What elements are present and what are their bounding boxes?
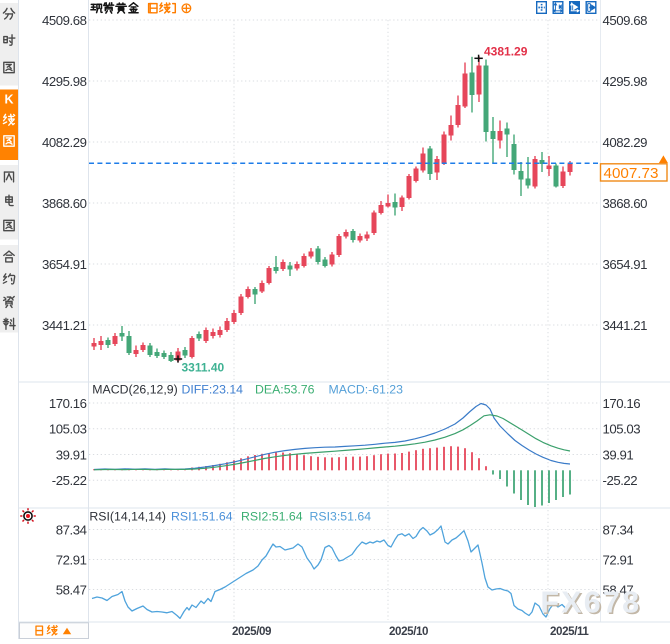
svg-text:2025/11: 2025/11 xyxy=(550,625,589,638)
svg-text:4295.98: 4295.98 xyxy=(42,74,87,89)
svg-text:39.91: 39.91 xyxy=(56,447,87,462)
svg-text:4509.68: 4509.68 xyxy=(603,13,648,28)
svg-text:DIFF:23.14: DIFF:23.14 xyxy=(182,383,244,397)
svg-text:4381.29: 4381.29 xyxy=(484,44,528,58)
svg-text:RSI1:51.64: RSI1:51.64 xyxy=(171,510,233,524)
svg-text:K: K xyxy=(4,93,13,107)
svg-text:3654.91: 3654.91 xyxy=(603,257,648,272)
svg-text:170.16: 170.16 xyxy=(603,396,641,411)
svg-text:2025/09: 2025/09 xyxy=(232,625,272,638)
svg-text:MACD:-61.23: MACD:-61.23 xyxy=(329,383,404,397)
svg-text:3868.60: 3868.60 xyxy=(603,196,648,211)
svg-text:DEA:53.76: DEA:53.76 xyxy=(255,383,315,397)
svg-text:58.47: 58.47 xyxy=(603,582,634,597)
svg-text:4295.98: 4295.98 xyxy=(603,74,648,89)
svg-text:FX678: FX678 xyxy=(540,585,641,619)
svg-text:58.47: 58.47 xyxy=(56,582,87,597)
svg-text:3441.21: 3441.21 xyxy=(603,318,648,333)
svg-text:105.03: 105.03 xyxy=(49,422,87,437)
svg-text:RSI3:51.64: RSI3:51.64 xyxy=(310,510,372,524)
svg-text:87.34: 87.34 xyxy=(56,522,87,537)
svg-text:RSI2:51.64: RSI2:51.64 xyxy=(241,510,303,524)
svg-text:MACD(26,12,9): MACD(26,12,9) xyxy=(92,383,177,397)
svg-text:72.91: 72.91 xyxy=(56,552,87,567)
svg-text:RSI(14,14,14): RSI(14,14,14) xyxy=(89,510,166,524)
svg-text:4082.29: 4082.29 xyxy=(603,135,648,150)
svg-text:3654.91: 3654.91 xyxy=(42,257,87,272)
svg-text:4082.29: 4082.29 xyxy=(42,135,87,150)
svg-text:-25.22: -25.22 xyxy=(52,473,87,488)
svg-text:FX678: FX678 xyxy=(542,587,643,621)
svg-text:3311.40: 3311.40 xyxy=(182,360,225,374)
svg-text:170.16: 170.16 xyxy=(49,396,87,411)
svg-text:105.03: 105.03 xyxy=(603,422,641,437)
svg-text:2025/10: 2025/10 xyxy=(389,625,428,638)
svg-text:72.91: 72.91 xyxy=(603,552,634,567)
svg-text:3868.60: 3868.60 xyxy=(42,196,87,211)
svg-text:-25.22: -25.22 xyxy=(603,473,638,488)
svg-text:3441.21: 3441.21 xyxy=(42,318,87,333)
svg-text:4509.68: 4509.68 xyxy=(42,13,87,28)
svg-text:87.34: 87.34 xyxy=(603,522,634,537)
svg-text:4007.73: 4007.73 xyxy=(604,165,659,182)
svg-text:39.91: 39.91 xyxy=(603,447,634,462)
